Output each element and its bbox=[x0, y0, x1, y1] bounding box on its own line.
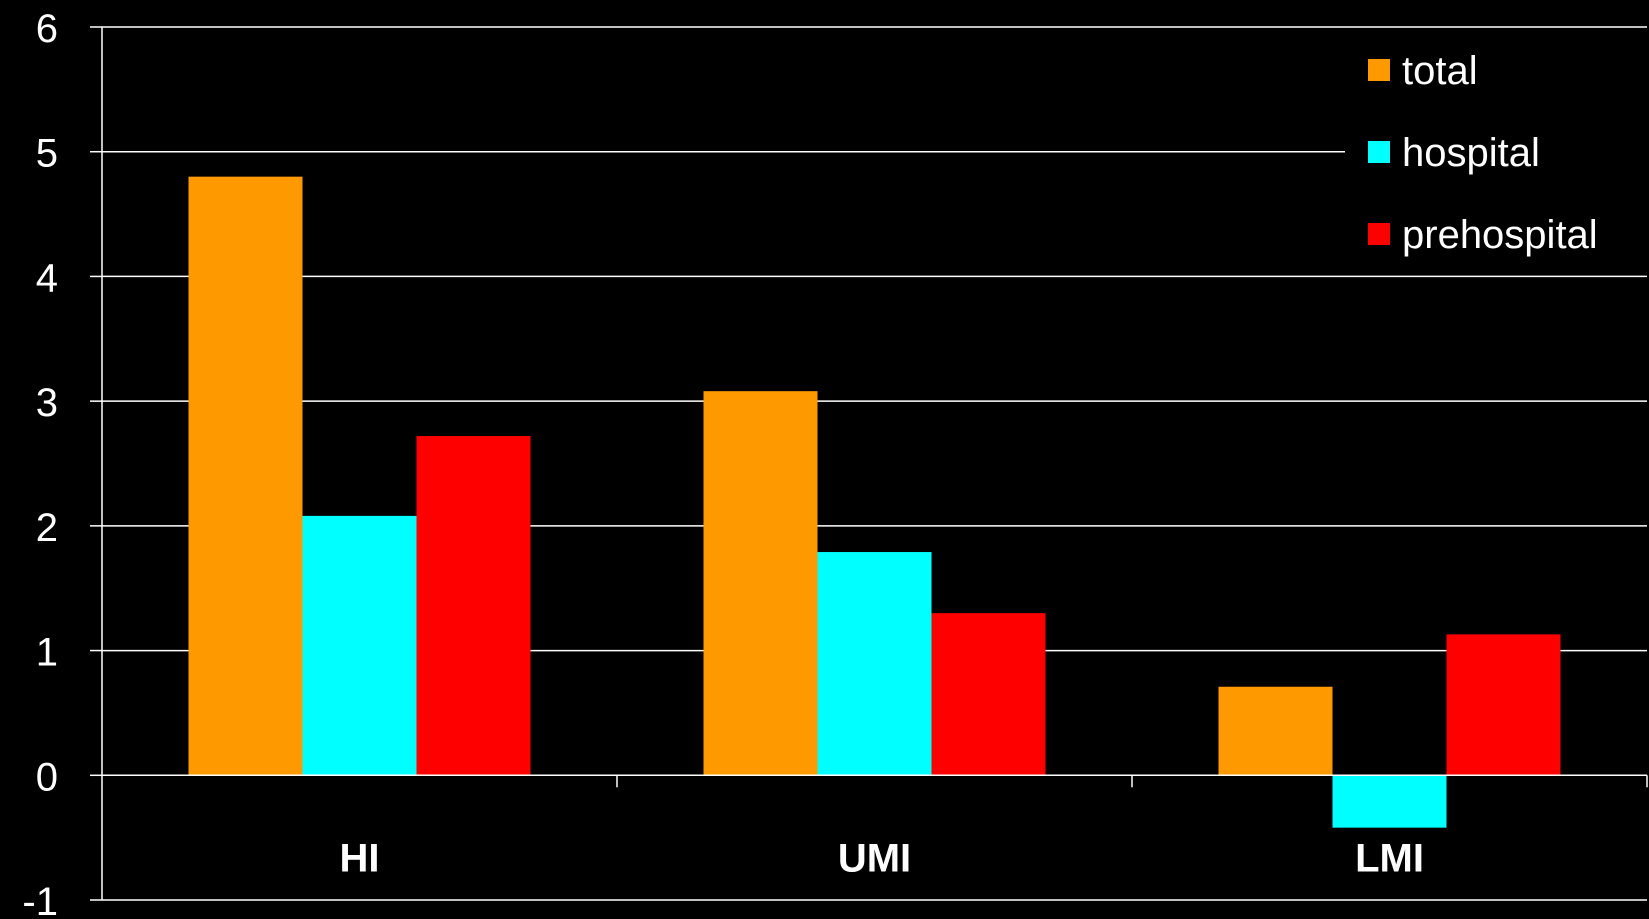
bar-prehospital-HI bbox=[416, 436, 531, 776]
y-tick-label: 4 bbox=[36, 256, 58, 300]
y-tick-label: 0 bbox=[36, 755, 58, 799]
legend-swatch-total bbox=[1368, 59, 1390, 81]
bar-hospital-HI bbox=[302, 515, 417, 776]
bar-total-LMI bbox=[1218, 686, 1333, 776]
legend-label-total: total bbox=[1402, 49, 1478, 93]
y-tick-label: -1 bbox=[22, 880, 58, 919]
legend-box bbox=[1345, 45, 1647, 250]
x-tick-label: UMI bbox=[838, 836, 911, 880]
bar-prehospital-LMI bbox=[1446, 634, 1561, 776]
y-tick-label: 6 bbox=[36, 7, 58, 51]
y-tick-label: 2 bbox=[36, 506, 58, 550]
axes bbox=[101, 27, 1647, 900]
bars bbox=[188, 176, 1561, 828]
y-tick-labels: -1 0 1 2 3 4 5 6 bbox=[22, 7, 102, 919]
y-tick-label: 5 bbox=[36, 132, 58, 176]
x-tick-labels: HI UMI LMI bbox=[340, 775, 1648, 880]
legend-swatch-hospital bbox=[1368, 141, 1390, 163]
bar-hospital-UMI bbox=[817, 552, 932, 776]
legend: total hospital prehospital bbox=[1345, 45, 1647, 257]
y-tick-label: 1 bbox=[36, 631, 58, 675]
x-tick-label: HI bbox=[340, 836, 380, 880]
bar-total-UMI bbox=[703, 391, 818, 776]
bar-prehospital-UMI bbox=[931, 613, 1046, 776]
x-tick-label: LMI bbox=[1355, 836, 1424, 880]
legend-swatch-prehospital bbox=[1368, 223, 1390, 245]
legend-label-hospital: hospital bbox=[1402, 131, 1540, 175]
y-tick-label: 3 bbox=[36, 381, 58, 425]
legend-label-prehospital: prehospital bbox=[1402, 213, 1598, 257]
bar-total-HI bbox=[188, 176, 303, 776]
bar-hospital-LMI bbox=[1332, 775, 1447, 828]
